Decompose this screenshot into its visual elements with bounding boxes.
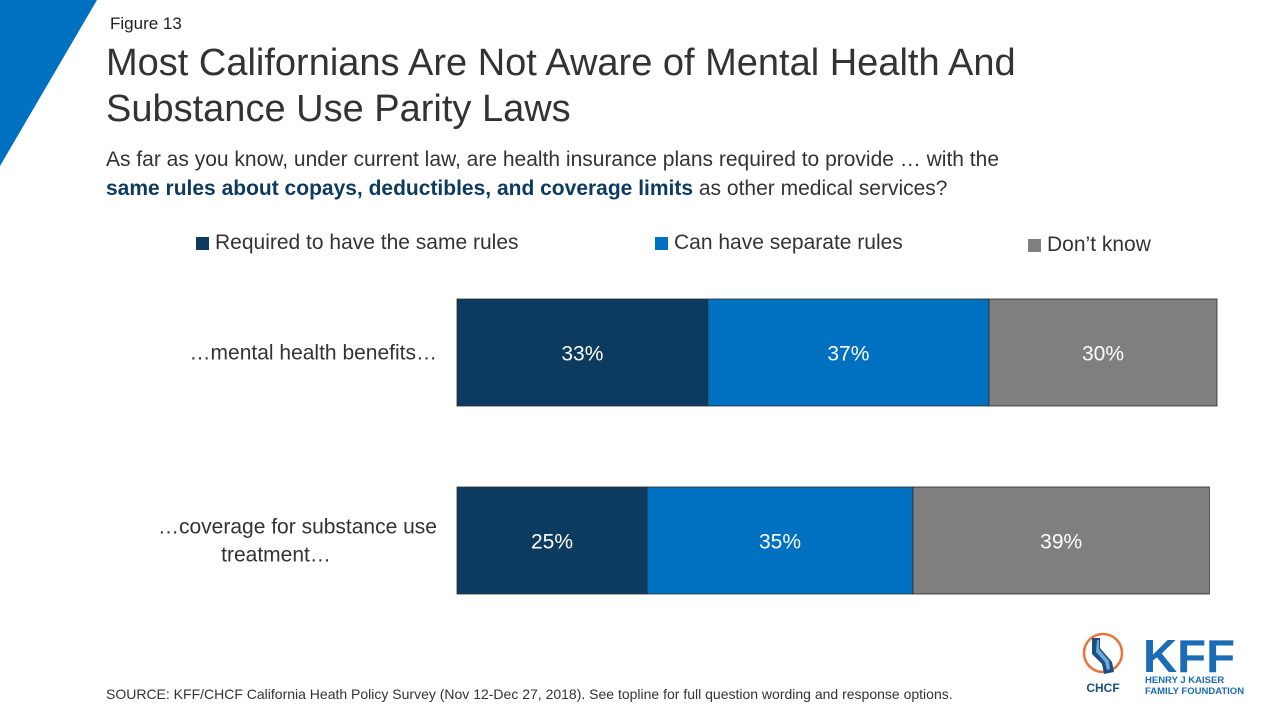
- bar-segment: [707, 298, 990, 407]
- bar-segment: [456, 298, 709, 407]
- kff-logo-line2: FAMILY FOUNDATION: [1145, 686, 1245, 697]
- kff-logo-line1: HENRY J KAISER: [1145, 675, 1225, 686]
- bar-value-label: 39%: [1040, 531, 1082, 554]
- bar-value-label: 30%: [1082, 343, 1124, 366]
- bar-segment: [912, 486, 1210, 595]
- legend-label-dont-know: Don’t know: [1047, 233, 1151, 256]
- legend-swatch-dont-know: [1028, 238, 1041, 252]
- subtitle-highlight: same rules about copays, deductibles, an…: [106, 177, 694, 200]
- legend-label-required: Required to have the same rules: [215, 231, 519, 254]
- subtitle-text-end: as other medical services?: [693, 177, 948, 200]
- chart-title: Most Californians Are Not Aware of Menta…: [106, 42, 1016, 130]
- category-label: …mental health benefits…: [190, 342, 437, 365]
- legend-swatch-separate: [655, 236, 668, 250]
- bar-value-label: 35%: [759, 531, 801, 554]
- chart-subtitle: As far as you know, under current law, a…: [106, 145, 1206, 203]
- subtitle-text: As far as you know, under current law, a…: [106, 148, 999, 171]
- category-label-line: treatment…: [221, 544, 331, 567]
- corner-accent-shape: [0, 0, 97, 166]
- bar-segment: [988, 298, 1218, 407]
- legend-label-separate: Can have separate rules: [674, 231, 903, 254]
- source-note: SOURCE: KFF/CHCF California Heath Policy…: [106, 686, 953, 702]
- bar-value-label: 25%: [531, 531, 573, 554]
- chcf-logo-text: CHCF: [1086, 681, 1119, 694]
- legend-item-separate: Can have separate rules: [655, 231, 903, 255]
- legend-swatch-required: [196, 236, 209, 250]
- bar-value-label: 37%: [827, 343, 869, 366]
- figure-label: Figure 13: [110, 14, 182, 33]
- bar-segment: [456, 486, 648, 595]
- category-label-line: …mental health benefits…: [190, 342, 437, 365]
- category-label: …coverage for substance use treatment…: [158, 516, 437, 567]
- chcf-logo: CHCF: [1082, 632, 1124, 694]
- category-label-line: …coverage for substance use: [158, 516, 437, 539]
- kff-logo: KFF: [1143, 632, 1235, 682]
- kff-logo-text: KFF: [1143, 632, 1235, 682]
- legend-item-dont-know: Don’t know: [1028, 233, 1151, 257]
- bar-value-label: 33%: [561, 343, 603, 366]
- legend-item-required: Required to have the same rules: [196, 231, 519, 255]
